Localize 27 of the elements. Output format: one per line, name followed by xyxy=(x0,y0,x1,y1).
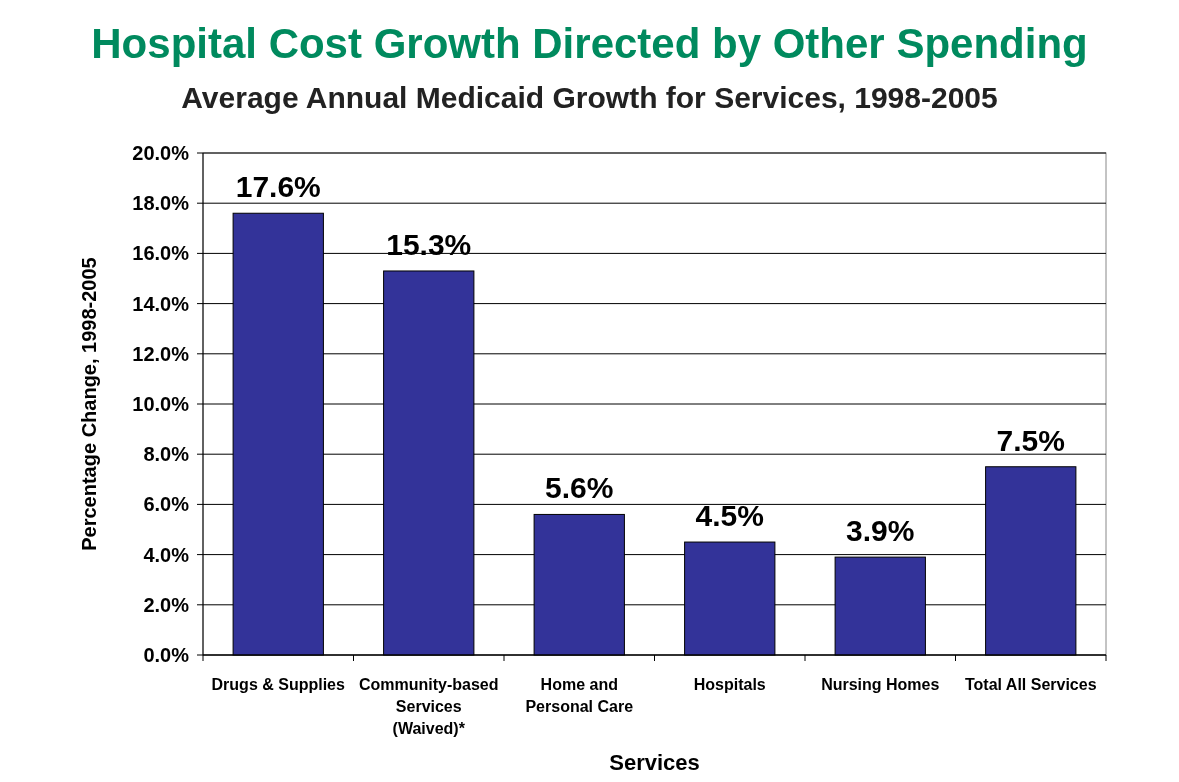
chart-title: Hospital Cost Growth Directed by Other Spending xyxy=(91,20,1088,67)
x-tick-label: Home and Personal Care xyxy=(525,676,634,715)
x-axis-title: Services xyxy=(609,750,700,775)
y-tick-label: 16.0% xyxy=(132,242,190,265)
y-tick-label: 4.0% xyxy=(143,543,190,566)
data-label: 4.5% xyxy=(695,499,764,533)
data-label: 3.9% xyxy=(846,514,915,548)
data-label: 7.5% xyxy=(996,423,1065,457)
y-axis-title: Percentage Change, 1998-2005 xyxy=(78,257,100,551)
chart-subtitle: Average Annual Medicaid Growth for Services, 1998-2005 xyxy=(181,81,998,114)
y-tick-label: 18.0% xyxy=(132,192,190,215)
x-tick-label: Community-based Services (Waived)* xyxy=(358,676,499,737)
data-label: 17.6% xyxy=(235,170,321,204)
x-tick-label: Total All Services xyxy=(964,676,1097,693)
y-tick-label: 2.0% xyxy=(143,593,190,616)
y-tick-label: 0.0% xyxy=(143,644,190,666)
y-tick-label: 12.0% xyxy=(132,342,190,365)
x-tick-label: Hospitals xyxy=(693,676,766,693)
y-tick-label: 8.0% xyxy=(143,443,190,466)
x-tick-label: Drugs & Supplies xyxy=(211,676,346,693)
y-tick-label: 14.0% xyxy=(132,292,190,315)
y-tick-label: 6.0% xyxy=(143,493,190,516)
data-label: 5.6% xyxy=(545,471,614,505)
data-label: 15.3% xyxy=(386,227,472,261)
x-tick-label: Nursing Homes xyxy=(821,676,940,693)
y-tick-label: 10.0% xyxy=(132,393,190,415)
y-tick-label: 20.0% xyxy=(132,142,190,164)
